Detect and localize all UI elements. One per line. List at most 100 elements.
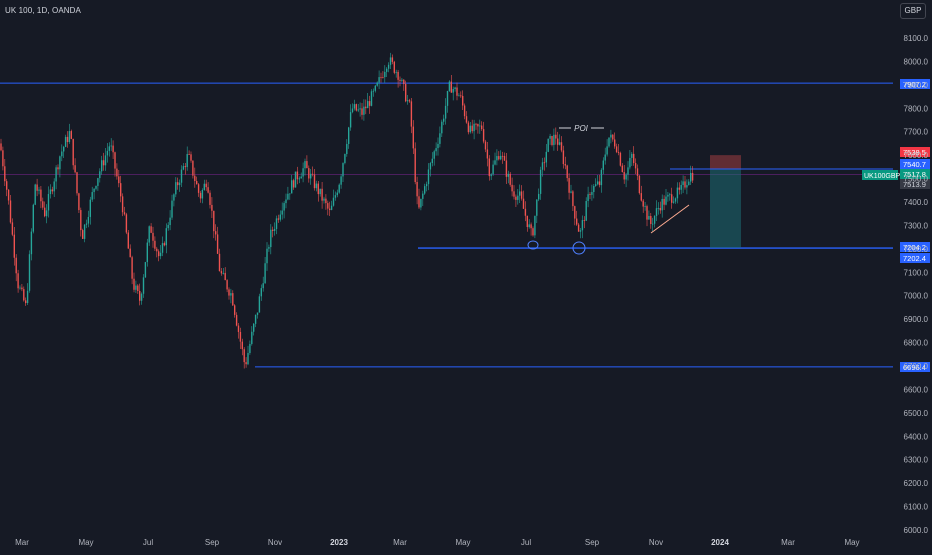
candle-body: [49, 189, 52, 195]
y-tick-label: 8000.0: [904, 57, 929, 66]
candle-body: [412, 126, 414, 149]
candle-body: [315, 183, 318, 189]
currency-button[interactable]: GBP: [900, 3, 926, 19]
x-tick-label: Mar: [15, 538, 29, 547]
price-tag-label: 7538.5: [903, 148, 926, 157]
candle-body: [469, 125, 471, 133]
swing-low-circle: [527, 240, 539, 250]
candle-body: [266, 248, 268, 264]
candle-body: [435, 148, 437, 152]
candle-body: [209, 192, 211, 205]
candle-body: [327, 203, 329, 209]
candle-body: [401, 79, 403, 81]
candle-body: [61, 151, 63, 157]
candle-body: [644, 206, 646, 207]
candle-body: [534, 215, 536, 236]
x-tick-label: May: [844, 538, 859, 547]
candle-body: [560, 142, 563, 151]
y-tick-label: 6300.0: [904, 456, 929, 465]
candle-body: [672, 201, 675, 203]
candle-body: [494, 160, 496, 165]
candle-body: [513, 191, 515, 197]
candle-body: [365, 106, 367, 109]
candle-body: [636, 168, 639, 176]
candle-body: [688, 181, 690, 186]
candle-body: [47, 194, 50, 211]
candle-body: [70, 131, 72, 139]
candle-body: [536, 199, 538, 216]
candle-body: [353, 104, 356, 109]
x-tick-label: May: [455, 538, 470, 547]
candle-body: [108, 146, 110, 151]
candle-body: [110, 145, 112, 147]
candle-body: [608, 137, 610, 147]
candle-body: [429, 162, 432, 170]
candle-body: [235, 314, 238, 326]
candle-body: [568, 178, 570, 193]
candle-body: [146, 242, 148, 263]
candle-body: [232, 293, 234, 306]
y-tick-label: 6500.0: [904, 409, 929, 418]
candle-body: [218, 253, 221, 272]
candle-body: [680, 184, 682, 190]
candle-body: [475, 123, 477, 125]
candle-body: [530, 224, 532, 229]
candle-body: [652, 223, 654, 225]
candle-body: [57, 167, 59, 170]
candle-body: [437, 143, 439, 149]
candle-body: [197, 184, 200, 193]
candle-body: [76, 172, 78, 194]
candle-body: [395, 71, 397, 73]
candle-body: [59, 156, 61, 170]
x-tick-label: Mar: [393, 538, 407, 547]
candle-body: [135, 285, 137, 290]
candle-body: [631, 153, 633, 158]
candle-body: [6, 181, 8, 190]
candle-body: [173, 194, 175, 201]
candle-body: [418, 196, 420, 208]
candle-body: [254, 314, 257, 324]
candle-body: [180, 169, 183, 183]
candle-body: [492, 164, 494, 175]
level-tag-label: 6696.4: [903, 363, 926, 372]
candle-body: [245, 362, 247, 365]
candle-body: [329, 208, 331, 210]
candle-body: [509, 173, 511, 185]
candle-body: [659, 207, 661, 211]
candle-body: [384, 71, 386, 78]
candle-body: [596, 181, 599, 185]
candle-body: [142, 277, 145, 294]
candle-body: [82, 230, 84, 239]
candle-body: [650, 215, 652, 225]
level-tag-bg: [900, 362, 930, 372]
y-tick-label: 6000.0: [904, 526, 929, 535]
candle-body: [579, 230, 582, 232]
candle-body: [374, 85, 376, 91]
candle-body: [547, 138, 549, 152]
candle-body: [313, 174, 316, 189]
candle-body: [477, 124, 479, 127]
symbol-tag-label: UK100GBP: [864, 173, 901, 180]
candle-body: [106, 150, 109, 156]
x-tick-label: Sep: [585, 538, 600, 547]
candle-body: [38, 189, 40, 191]
candle-body: [452, 88, 454, 93]
y-tick-label: 6200.0: [904, 479, 929, 488]
candle-body: [251, 331, 253, 344]
candle-body: [338, 184, 340, 193]
candle-body: [171, 200, 173, 218]
candle-body: [545, 151, 547, 163]
candle-body: [614, 139, 616, 147]
candle-body: [131, 257, 133, 279]
y-tick-label: 7200.0: [904, 245, 929, 254]
candle-body: [66, 136, 69, 143]
candle-body: [21, 287, 23, 290]
candle-body: [439, 133, 441, 144]
candle-body: [519, 191, 521, 196]
candle-body: [587, 194, 589, 202]
candle-body: [13, 234, 15, 258]
candle-body: [300, 176, 302, 179]
candle-body: [671, 194, 673, 203]
